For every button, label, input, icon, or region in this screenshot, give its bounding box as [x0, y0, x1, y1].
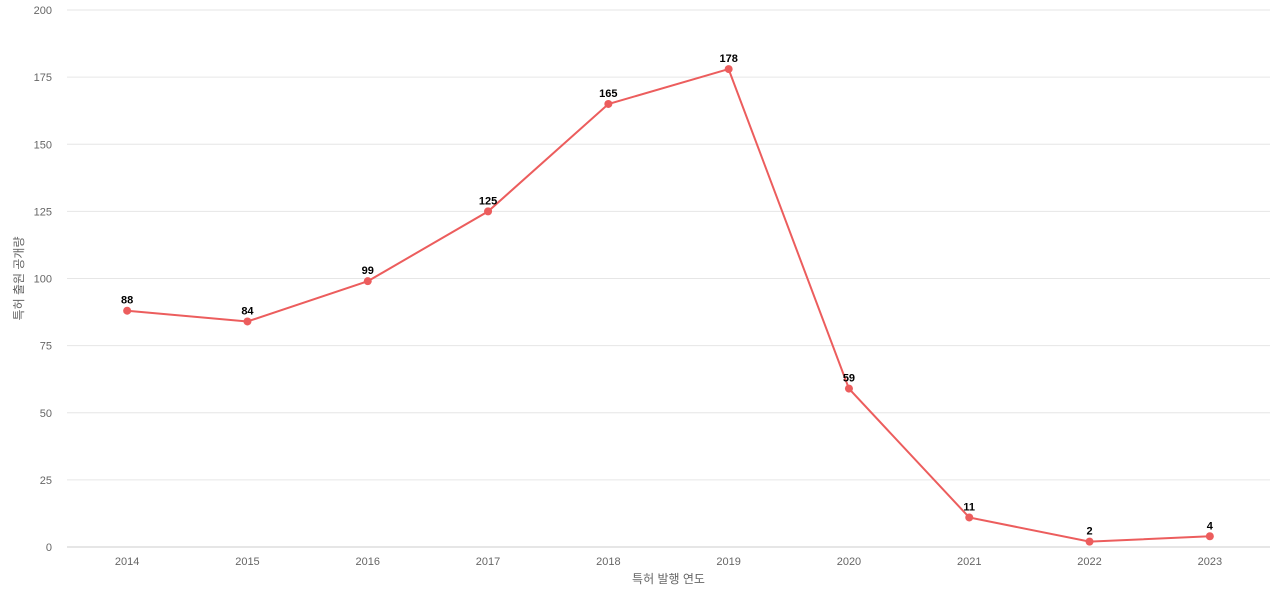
data-point[interactable] [1085, 537, 1094, 546]
x-tick-label: 2017 [476, 556, 500, 568]
data-label: 11 [963, 501, 975, 513]
gridlines [67, 9, 1270, 481]
data-label: 2 [1086, 526, 1092, 538]
data-label: 59 [843, 373, 855, 385]
x-tick-label: 2023 [1198, 556, 1222, 568]
data-point[interactable] [243, 317, 252, 326]
x-axis-ticks: 2014 2015 2016 2017 2018 2019 2020 2021 2022 2023 [115, 556, 1222, 568]
y-tick-label: 100 [34, 274, 52, 286]
x-axis-title: 특허 발행 연도 [632, 571, 705, 586]
data-label: 125 [479, 195, 497, 207]
data-point[interactable] [965, 513, 974, 522]
data-label: 84 [241, 305, 254, 317]
y-tick-label: 200 [34, 5, 52, 17]
x-tick-label: 2018 [596, 556, 620, 568]
data-point[interactable] [484, 207, 493, 216]
data-label: 88 [121, 295, 133, 307]
x-tick-label: 2019 [716, 556, 740, 568]
data-point[interactable] [724, 65, 733, 74]
data-label: 165 [599, 88, 617, 100]
y-tick-label: 175 [34, 72, 52, 84]
data-point[interactable] [604, 99, 613, 108]
series-line [127, 67, 1210, 543]
y-tick-label: 50 [40, 408, 52, 420]
data-label: 4 [1207, 520, 1214, 532]
x-tick-label: 2021 [957, 556, 981, 568]
y-tick-label: 150 [34, 139, 52, 151]
y-axis-title: 특허 출원 공개량 [12, 237, 26, 321]
data-labels: 88 84 99 125 165 178 59 11 2 4 [121, 53, 1214, 538]
data-point[interactable] [844, 384, 853, 393]
data-point[interactable] [123, 306, 132, 315]
x-tick-label: 2016 [356, 556, 380, 568]
data-points [123, 65, 1214, 546]
y-tick-label: 75 [40, 341, 52, 353]
x-tick-label: 2015 [235, 556, 259, 568]
y-tick-label: 0 [46, 542, 52, 554]
x-tick-label: 2022 [1077, 556, 1101, 568]
y-tick-label: 25 [40, 475, 52, 487]
data-label: 99 [362, 265, 374, 277]
y-axis-ticks: 0 25 50 75 100 125 150 175 200 [34, 5, 52, 554]
x-tick-label: 2014 [115, 556, 139, 568]
data-point[interactable] [363, 277, 372, 286]
data-point[interactable] [1205, 532, 1214, 541]
data-label: 178 [719, 53, 737, 65]
y-tick-label: 125 [34, 206, 52, 218]
x-tick-label: 2020 [837, 556, 861, 568]
